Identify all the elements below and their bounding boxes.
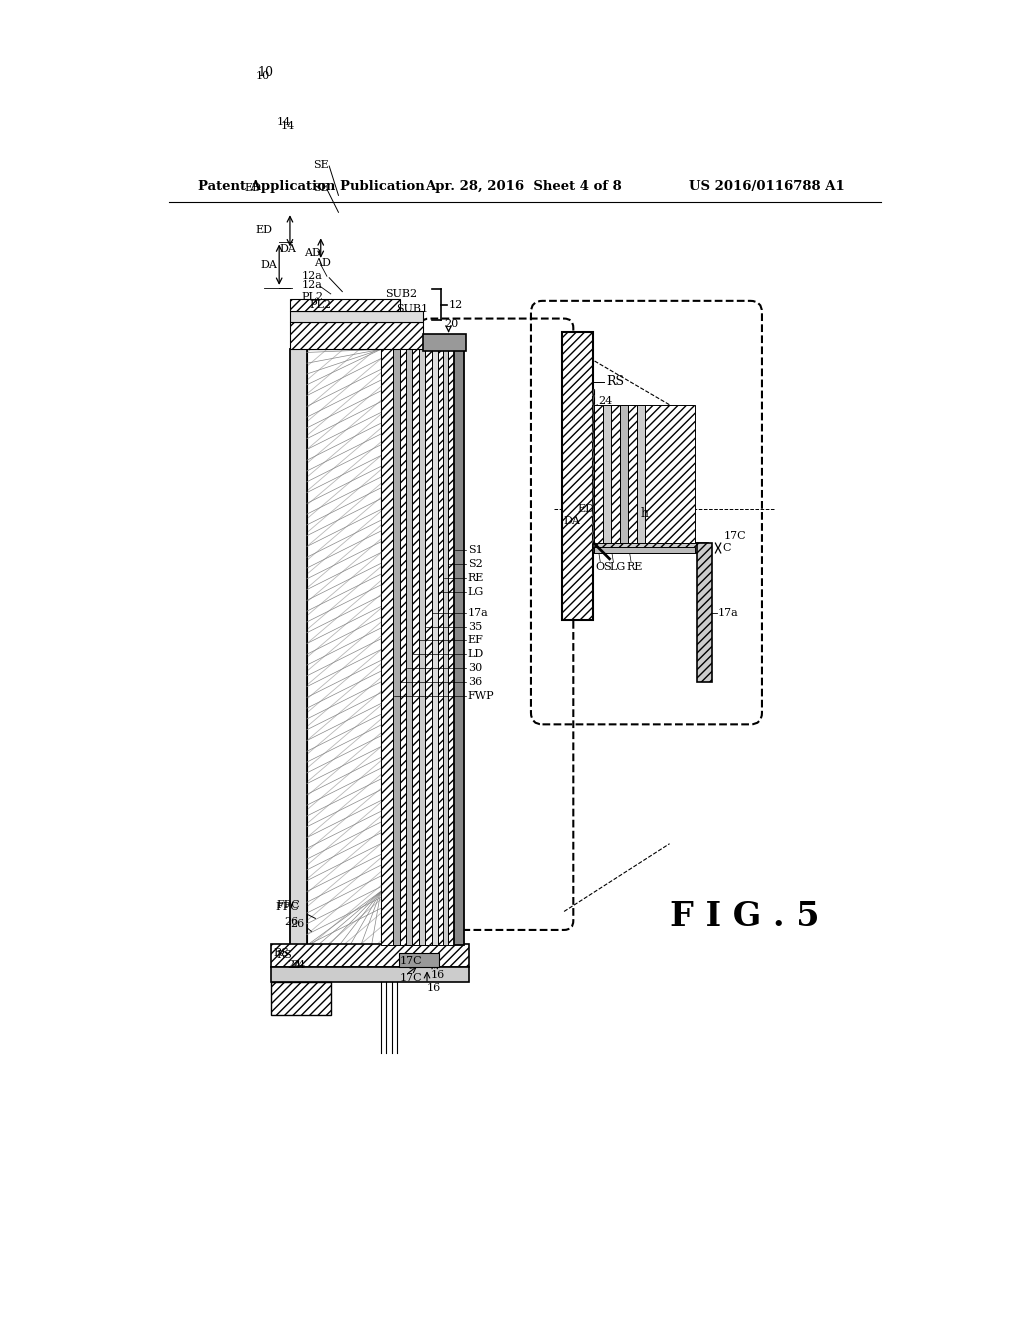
- Polygon shape: [290, 300, 400, 312]
- Text: LG: LG: [609, 561, 626, 572]
- Polygon shape: [270, 982, 331, 1015]
- Polygon shape: [432, 350, 438, 945]
- Polygon shape: [393, 350, 400, 945]
- Text: 30: 30: [468, 663, 482, 673]
- Polygon shape: [696, 544, 712, 682]
- Text: 24: 24: [599, 396, 613, 407]
- Polygon shape: [447, 350, 454, 945]
- Polygon shape: [413, 350, 419, 945]
- Polygon shape: [454, 350, 464, 945]
- Text: 12: 12: [449, 300, 463, 310]
- Text: 20: 20: [444, 319, 459, 329]
- Text: RE: RE: [627, 561, 643, 572]
- Text: 26: 26: [285, 917, 299, 927]
- Polygon shape: [443, 350, 447, 945]
- Text: US 2016/0116788 A1: US 2016/0116788 A1: [689, 181, 845, 194]
- Text: S1: S1: [468, 545, 482, 556]
- Text: C: C: [722, 543, 730, 553]
- Polygon shape: [562, 331, 593, 620]
- Text: EF: EF: [468, 635, 483, 645]
- Polygon shape: [307, 350, 381, 945]
- Text: LD: LD: [468, 649, 484, 659]
- Text: AD: AD: [313, 259, 331, 268]
- Text: DA: DA: [280, 244, 296, 255]
- Text: RS: RS: [276, 949, 292, 960]
- Text: 17C: 17C: [724, 531, 746, 541]
- Text: Patent Application Publication: Patent Application Publication: [199, 181, 425, 194]
- Text: 16: 16: [431, 970, 445, 979]
- Text: 17a: 17a: [718, 607, 739, 618]
- Polygon shape: [621, 405, 628, 544]
- Polygon shape: [423, 334, 466, 351]
- Polygon shape: [270, 966, 469, 982]
- Text: RS: RS: [273, 948, 289, 958]
- Text: 14: 14: [281, 121, 295, 131]
- Text: 17a: 17a: [468, 607, 488, 618]
- Polygon shape: [645, 405, 695, 544]
- Text: OS: OS: [596, 561, 612, 572]
- Text: SE: SE: [313, 160, 329, 169]
- Text: 24: 24: [292, 960, 306, 970]
- Polygon shape: [593, 544, 708, 553]
- Polygon shape: [381, 350, 393, 945]
- Text: RS: RS: [606, 375, 625, 388]
- Text: 17C: 17C: [400, 956, 423, 966]
- Polygon shape: [290, 350, 307, 945]
- Text: 10: 10: [258, 66, 273, 79]
- Text: 17C: 17C: [400, 973, 423, 982]
- Text: PL2: PL2: [301, 292, 324, 302]
- Text: h: h: [641, 507, 648, 520]
- Text: ED: ED: [578, 504, 594, 513]
- Text: SUB2: SUB2: [385, 289, 417, 298]
- Text: S2: S2: [468, 560, 482, 569]
- Text: 12a: 12a: [301, 280, 323, 290]
- Text: Apr. 28, 2016  Sheet 4 of 8: Apr. 28, 2016 Sheet 4 of 8: [425, 181, 623, 194]
- Text: FPC: FPC: [276, 900, 300, 911]
- Polygon shape: [407, 350, 413, 945]
- Polygon shape: [603, 405, 611, 544]
- Text: ED: ED: [255, 224, 272, 235]
- Polygon shape: [290, 312, 423, 322]
- Text: FPC: FPC: [275, 902, 299, 912]
- Polygon shape: [594, 548, 695, 553]
- Text: 35: 35: [468, 622, 482, 631]
- Polygon shape: [400, 350, 407, 945]
- Text: 14: 14: [276, 117, 291, 127]
- Polygon shape: [594, 405, 603, 544]
- Text: DA: DA: [260, 260, 276, 269]
- Text: SUB1: SUB1: [396, 304, 428, 314]
- Text: DA: DA: [563, 516, 581, 527]
- Text: RE: RE: [468, 573, 484, 583]
- Polygon shape: [593, 389, 594, 544]
- Text: 36: 36: [468, 677, 482, 686]
- Polygon shape: [270, 944, 469, 966]
- Polygon shape: [438, 350, 443, 945]
- Polygon shape: [290, 322, 423, 350]
- Text: 10: 10: [256, 71, 270, 81]
- Text: FWP: FWP: [468, 690, 495, 701]
- Polygon shape: [637, 405, 645, 544]
- Text: 12a: 12a: [301, 271, 323, 281]
- Polygon shape: [419, 350, 425, 945]
- Polygon shape: [398, 953, 438, 966]
- Text: ED: ED: [245, 182, 261, 193]
- Polygon shape: [611, 405, 621, 544]
- Text: LG: LG: [468, 587, 484, 597]
- Text: F I G . 5: F I G . 5: [670, 900, 819, 933]
- Text: PL2: PL2: [309, 300, 331, 310]
- Text: 26: 26: [291, 919, 305, 929]
- Text: 24: 24: [287, 960, 301, 970]
- Text: SE: SE: [313, 182, 329, 193]
- Text: AD: AD: [304, 248, 321, 259]
- Polygon shape: [628, 405, 637, 544]
- Polygon shape: [425, 350, 432, 945]
- Text: 16: 16: [427, 982, 441, 993]
